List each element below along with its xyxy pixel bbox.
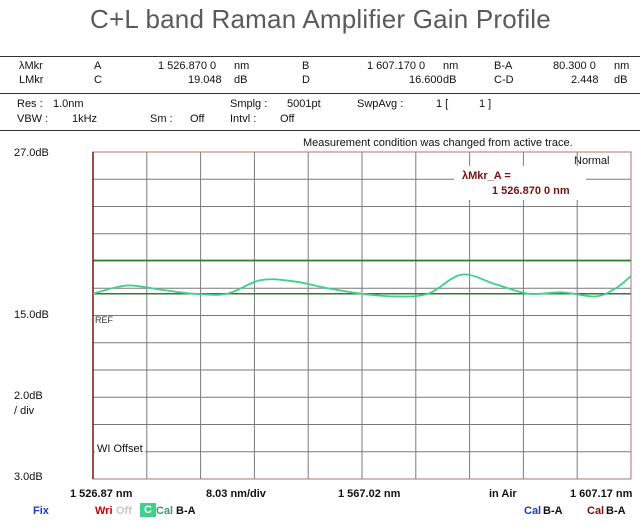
ref-label: REF [95, 315, 113, 325]
settings-top-divider [0, 93, 640, 94]
status-message: Measurement condition was changed from a… [303, 137, 573, 149]
marker-d-key: D [302, 74, 310, 86]
marker-diff-unit: nm [614, 60, 630, 72]
vbw-label: VBW : [17, 113, 49, 125]
marker-diff-value: 80.300 0 [553, 60, 596, 72]
trace-off-status: Off [116, 505, 132, 517]
marker-cd-key: C-D [494, 74, 514, 86]
marker-cd-value: 2.448 [571, 74, 599, 86]
wl-marker-label: λMkr [19, 60, 43, 72]
res-value: 1.0nm [53, 98, 84, 110]
marker-readout-box [454, 166, 586, 200]
trace-d-mode: B-A [543, 505, 563, 517]
marker-b-key: B [302, 60, 310, 72]
marker-a-unit: nm [234, 60, 250, 72]
intvl-label: Intvl : [230, 113, 257, 125]
y-axis-top-label: 27.0dB [14, 147, 49, 159]
settings-bottom-divider [0, 130, 640, 131]
x-axis-medium-label: in Air [489, 488, 517, 500]
sm-label: Sm : [150, 113, 173, 125]
trace-d-cal: Cal [524, 505, 542, 517]
smplg-label: Smplg : [230, 98, 268, 110]
page-title: C+L band Raman Amplifier Gain Profile [90, 4, 551, 34]
trace-mode: Normal [574, 155, 610, 167]
y-axis-scale-label: 2.0dB [14, 390, 43, 402]
swpavg-value: 1 [ [436, 98, 449, 110]
swpavg-value-2: 1 ] [479, 98, 492, 110]
marker-readout-label: λMkr_A = [462, 170, 511, 182]
x-axis-center-label: 1 567.02 nm [338, 488, 401, 500]
marker-b-value: 1 607.170 0 [367, 60, 426, 72]
marker-c-unit: dB [234, 74, 248, 86]
trace-e-cal: Cal [587, 505, 605, 517]
wl-offset-label: WI Offset [95, 443, 145, 455]
trace-line [92, 273, 632, 298]
x-axis-stop-label: 1 607.17 nm [570, 488, 633, 500]
marker-c-value: 19.048 [188, 74, 222, 86]
header-divider [0, 56, 640, 57]
x-axis-per-div-label: 8.03 nm/div [206, 488, 266, 500]
marker-readout-value: 1 526.870 0 nm [492, 185, 570, 197]
marker-diff-key: B-A [494, 60, 513, 72]
y-axis-ref-label: 15.0dB [14, 309, 49, 321]
marker-a-key: A [94, 60, 102, 72]
trace-e-mode: B-A [606, 505, 626, 517]
marker-d-unit: dB [443, 74, 457, 86]
trace-fix-status[interactable]: Fix [33, 505, 49, 517]
x-axis-start-label: 1 526.87 nm [70, 488, 133, 500]
marker-c-key: C [94, 74, 102, 86]
swpavg-label: SwpAvg : [357, 98, 404, 110]
marker-a-value: 1 526.870 0 [158, 60, 217, 72]
marker-b-unit: nm [443, 60, 459, 72]
marker-d-value: 16.600 [409, 74, 443, 86]
trace-c-mode: B-A [176, 505, 196, 517]
marker-cd-unit: dB [614, 74, 628, 86]
y-axis-bottom-label: 3.0dB [14, 471, 43, 483]
smplg-value: 5001pt [287, 98, 321, 110]
intvl-value: Off [280, 113, 295, 125]
level-marker-label: LMkr [19, 74, 44, 86]
traces [92, 273, 632, 298]
trace-c-indicator[interactable]: C [140, 503, 156, 517]
vbw-value: 1kHz [72, 113, 98, 125]
res-label: Res : [17, 98, 43, 110]
plot-grid [92, 151, 632, 480]
sm-value: Off [190, 113, 205, 125]
trace-write-status[interactable]: Wri [95, 505, 113, 517]
y-axis-scale-unit: / div [14, 405, 35, 417]
trace-c-cal: Cal [156, 505, 174, 517]
